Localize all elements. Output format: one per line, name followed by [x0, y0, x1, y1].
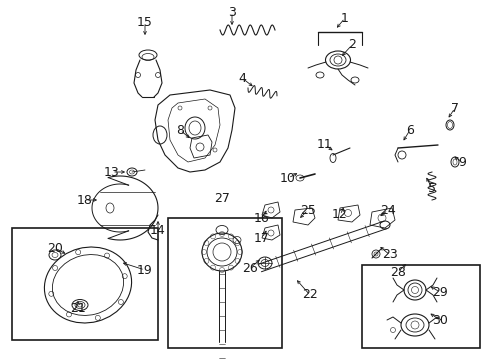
- Text: 3: 3: [227, 5, 235, 18]
- Text: 28: 28: [389, 266, 405, 279]
- Text: 29: 29: [431, 285, 447, 298]
- Text: 26: 26: [242, 261, 257, 274]
- Bar: [12, 228, 158, 340]
- Text: 10: 10: [280, 171, 295, 184]
- Text: 8: 8: [176, 123, 183, 136]
- Text: 1: 1: [340, 12, 348, 24]
- Text: 9: 9: [457, 156, 465, 168]
- Text: 5: 5: [427, 181, 435, 194]
- Text: 18: 18: [77, 194, 93, 207]
- Text: 27: 27: [214, 192, 229, 204]
- Text: 19: 19: [137, 264, 153, 276]
- Text: 17: 17: [254, 231, 269, 244]
- Text: 12: 12: [331, 208, 347, 221]
- Text: 11: 11: [317, 139, 332, 152]
- Text: 23: 23: [381, 248, 397, 261]
- Text: 21: 21: [70, 302, 86, 315]
- Text: 6: 6: [405, 123, 413, 136]
- Text: 7: 7: [450, 102, 458, 114]
- Text: 25: 25: [300, 203, 315, 216]
- Text: 20: 20: [47, 242, 63, 255]
- Text: 22: 22: [302, 288, 317, 302]
- Bar: [168, 218, 282, 348]
- Text: 14: 14: [150, 224, 165, 237]
- Text: 24: 24: [379, 203, 395, 216]
- Text: 2: 2: [347, 39, 355, 51]
- Text: 13: 13: [104, 166, 120, 179]
- Text: 4: 4: [238, 72, 245, 85]
- Text: 15: 15: [137, 15, 153, 28]
- Text: 16: 16: [254, 211, 269, 225]
- Bar: [361, 265, 479, 348]
- Text: 30: 30: [431, 314, 447, 327]
